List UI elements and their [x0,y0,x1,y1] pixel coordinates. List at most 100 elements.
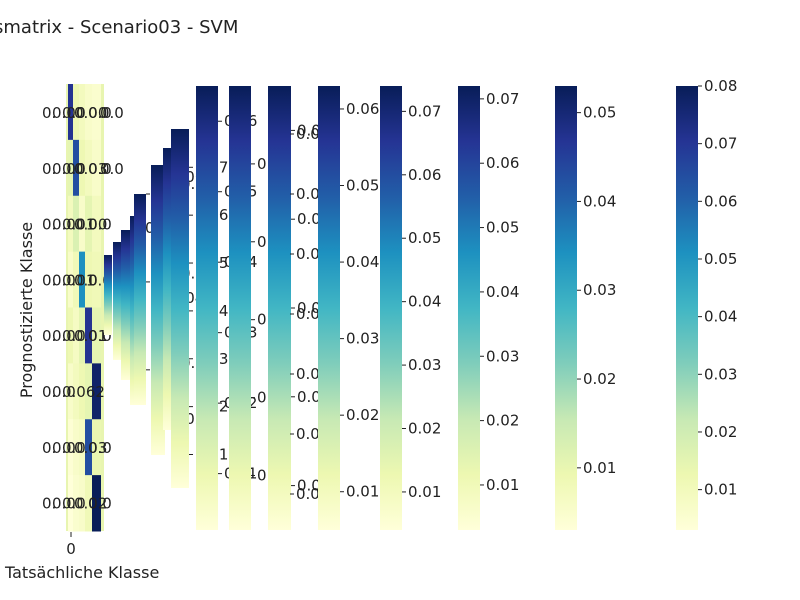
x-tick-label: 0 [66,540,76,558]
colorbar [104,255,112,335]
heatmap-cell [73,251,81,308]
heatmap-cell [85,475,93,532]
cell-label: 0.0 [100,104,124,122]
colorbars-layer: 0.0250.020.040.060.020.040.060.020.040.0… [104,77,737,530]
heatmap-cell [85,307,93,364]
colorbar-tick-label: 0.04 [408,293,441,311]
cell-labels-layer: 0.0.000.00.000.00.00.0.000.00.030.00.00.… [42,104,124,513]
cell-label: 0.00 [74,104,107,122]
heatmap-cell [73,363,81,420]
heatmap-cell [73,139,81,197]
cell-label: 0.00 [52,216,85,234]
colorbar-tick-label: 0.01 [408,483,441,501]
cell-label: 0.0 [100,160,124,178]
colorbar-tick-label: 0.06 [704,192,737,210]
cell-label: 0. [42,160,56,178]
colorbar: 0.01 0.02 0.03 0.04 0.05 0.06 0.07 [458,86,519,530]
colorbar-tick-label: 0.02 [408,420,441,438]
cell-label: 0. [42,495,56,513]
heatmap-cell [68,195,74,253]
colorbar-tick-label: 0.06 [408,166,441,184]
colorbar-tick-label: 0.04 [583,192,616,210]
heatmap-cell [79,363,86,420]
heatmap-cell [73,307,81,364]
heatmap-cell [92,307,101,364]
cell-label: 0.0 [52,383,76,401]
colorbar-tick-label: 0.03 [704,365,737,383]
cell-label: 0. [42,439,56,457]
heatmap-cell [79,475,86,532]
colorbar-gradient [318,86,340,530]
cell-label: 0.062 [62,383,105,401]
colorbar-tick-label: 0.02 [704,423,737,441]
cell-label: 0.00 [74,216,107,234]
colorbar-tick-label: 0.03 [346,330,379,348]
colorbar: 0.01 0.02 0.03 0.04 0.05 0.06 0.07 0.08 [676,77,737,530]
heatmap-cell [92,419,101,476]
colorbar-tick-label: 0.03 [408,356,441,374]
heatmap-cell [85,363,93,420]
heatmap-cell [79,419,86,476]
cell-label: 0. [42,216,56,234]
colorbar: 0.01 0.02 0.03 0.04 0.05 0.06 0.07 [380,86,441,530]
cell-label: 0.0 [62,327,86,345]
heatmap-cell [79,139,86,197]
cell-label: 0.03 [74,160,107,178]
colorbar-tick-label: 0.01 [346,483,379,501]
heatmap-cell [73,419,81,476]
heatmap-cell [92,195,101,253]
colorbar-tick-label: 0.01 [486,476,519,494]
colorbar-gradient [151,165,165,455]
colorbar-tick-label: 0.01 [583,459,616,477]
heatmap-cell [92,251,101,308]
colorbar-gradient [134,194,146,405]
cell-label: 0.0 [52,271,76,289]
cell-label: 0.00 [52,160,85,178]
cell-label: 0.0 [62,104,86,122]
cell-label: 0. [42,271,56,289]
heatmap-cell [92,139,101,197]
heatmap-layer [66,84,104,532]
colorbar-gradient [380,86,402,530]
colorbar-tick-label: 0.02 [346,406,379,424]
cell-label: 0.00 [52,104,85,122]
heatmap-cell [79,84,86,141]
cell-label: 0.01 [74,327,107,345]
colorbar-tick-label: 0.06 [346,100,379,118]
heatmap-cell [73,84,81,141]
colorbar-gradient [113,242,121,360]
colorbar-tick-label: 0.02 [486,412,519,430]
heatmap-cell [68,84,74,141]
heatmap-cell [68,419,74,476]
cell-label: 0.01 [62,216,95,234]
colorbar-tick-label: 0.06 [486,154,519,172]
colorbar-tick-label: 0.03 [486,347,519,365]
heatmap-cell [68,251,74,308]
cell-label: 0.01 [62,271,95,289]
colorbar-tick-label: 0.05 [486,219,519,237]
colorbar-gradient [676,86,698,530]
cell-label: 0.0 [62,160,86,178]
heatmap-cell [85,84,93,141]
colorbar-gradient [268,86,290,530]
colorbar-tick-label: 0.04 [704,308,737,326]
cell-label: 0.0 [74,271,98,289]
colorbar-tick-label: 0.05 [408,229,441,247]
heatmap-cell [68,307,74,364]
colorbar-gradient [121,230,130,380]
colorbar-gradient [458,86,480,530]
cell-label: 0.0 [52,327,76,345]
cell-label: 0.0 [88,160,112,178]
heatmap-cell [68,139,74,197]
heatmap-cell [79,251,86,308]
heatmap-cell [68,475,74,532]
heatmap-cell [85,195,93,253]
heatmap-cell [92,475,101,532]
colorbar-tick-label: 0.05 [704,250,737,268]
colorbar: 0.01 0.02 0.03 0.04 0.05 0.06 [318,86,379,530]
cell-label: 0.0 [52,495,76,513]
colorbar-gradient [196,86,218,530]
colorbar-tick-label: 0.03 [583,281,616,299]
cell-label: 0.02 [74,495,107,513]
